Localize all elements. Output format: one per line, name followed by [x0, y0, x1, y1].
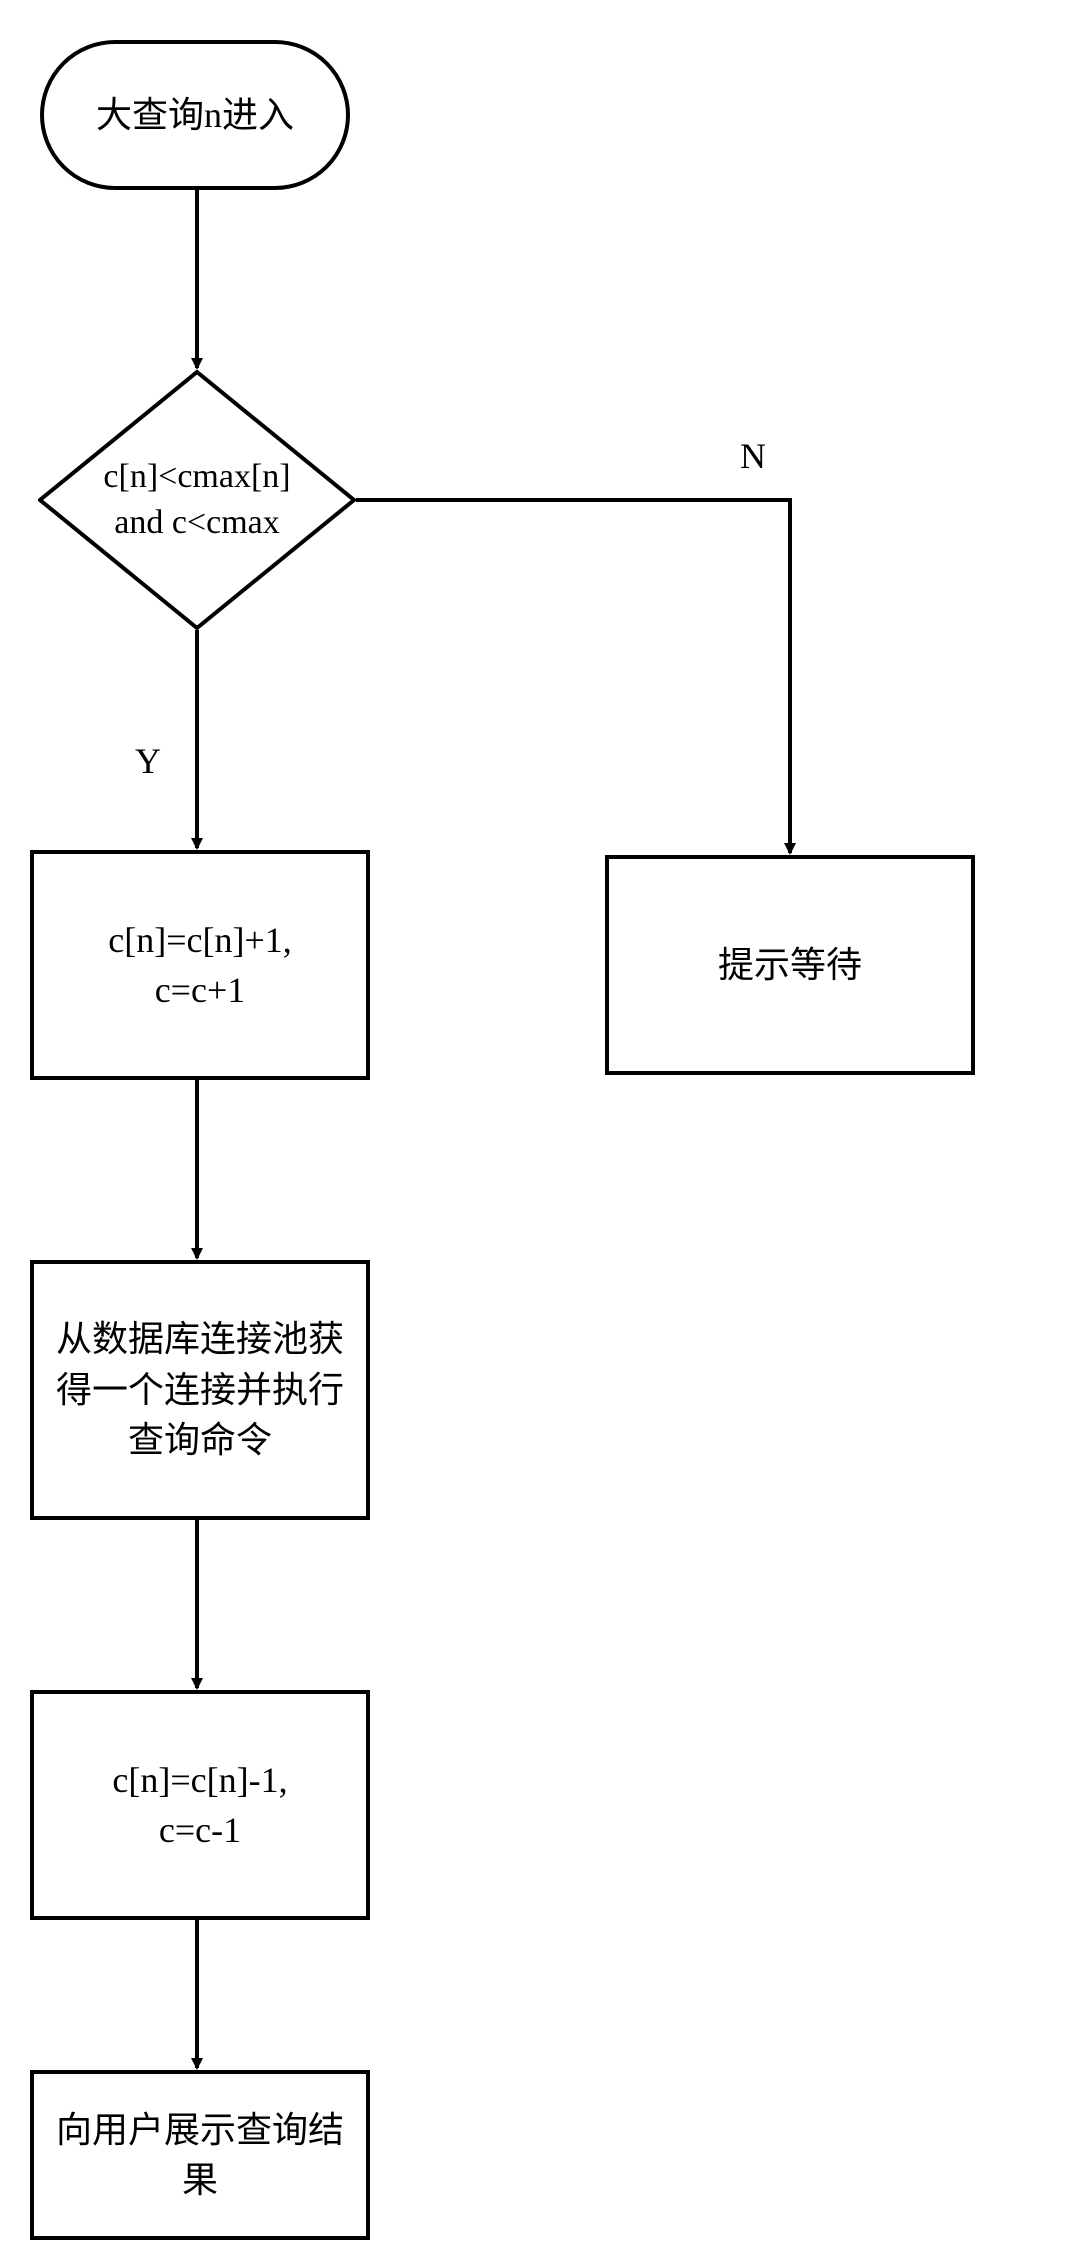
- increment-label: c[n]=c[n]+1,c=c+1: [108, 915, 292, 1016]
- increment-node: c[n]=c[n]+1,c=c+1: [30, 850, 370, 1080]
- decision-label: c[n]<cmax[n]and c<cmax: [103, 454, 290, 546]
- show-result-label: 向用户展示查询结果: [56, 2105, 344, 2206]
- wait-label: 提示等待: [718, 940, 862, 990]
- yes-label: Y: [135, 740, 161, 782]
- decision-node: c[n]<cmax[n]and c<cmax: [38, 370, 356, 630]
- decrement-label: c[n]=c[n]-1,c=c-1: [112, 1755, 287, 1856]
- show-result-node: 向用户展示查询结果: [30, 2070, 370, 2240]
- flowchart-canvas: 大查询n进入 c[n]<cmax[n]and c<cmax c[n]=c[n]+…: [0, 0, 1083, 2248]
- start-label: 大查询n进入: [96, 90, 294, 140]
- decrement-node: c[n]=c[n]-1,c=c-1: [30, 1690, 370, 1920]
- start-node: 大查询n进入: [40, 40, 350, 190]
- execute-label: 从数据库连接池获得一个连接并执行查询命令: [56, 1314, 344, 1465]
- wait-node: 提示等待: [605, 855, 975, 1075]
- execute-node: 从数据库连接池获得一个连接并执行查询命令: [30, 1260, 370, 1520]
- no-label: N: [740, 435, 766, 477]
